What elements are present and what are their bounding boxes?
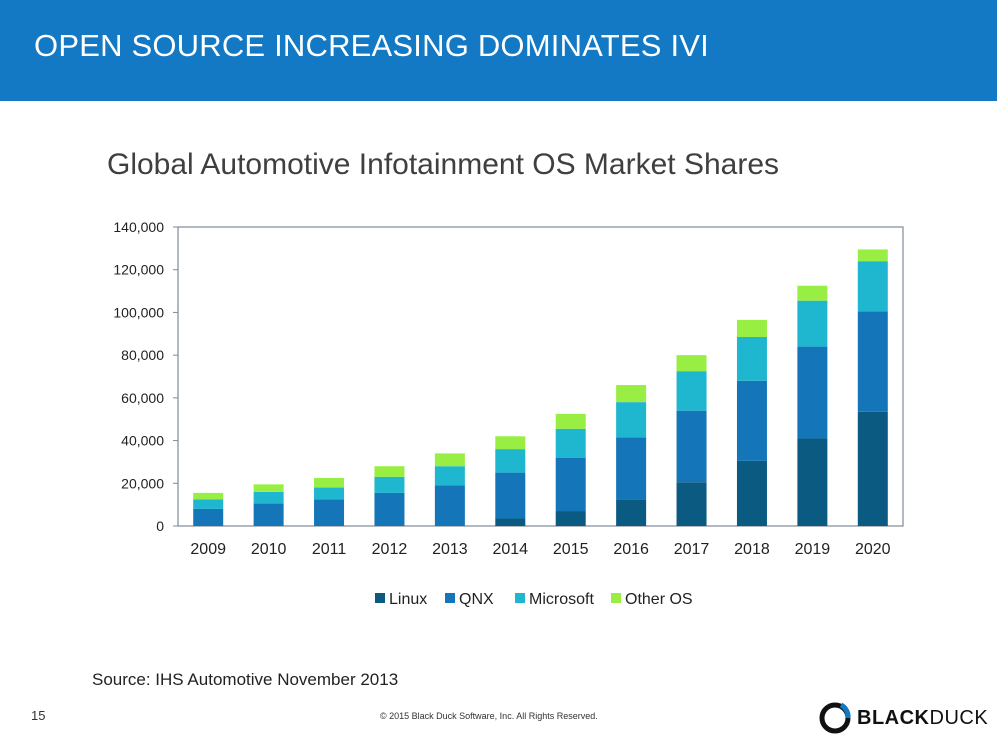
x-tick-label: 2017 [674,541,710,558]
bar-qnx-2012 [374,492,405,526]
bar-other-os-2017 [676,355,707,372]
bar-qnx-2013 [434,485,465,526]
x-tick-label: 2019 [795,541,831,558]
x-tick-label: 2013 [432,541,468,558]
bar-linux-2020 [857,411,888,526]
bar-linux-2019 [797,438,828,526]
x-tick-label: 2012 [372,541,408,558]
bar-qnx-2014 [495,472,526,519]
bar-microsoft-2016 [616,402,647,438]
bar-qnx-2016 [616,437,647,500]
logo-text-bold: BLACK [857,706,930,729]
bar-microsoft-2014 [495,449,526,473]
bar-qnx-2018 [736,380,767,461]
bar-microsoft-2020 [857,261,888,312]
bar-linux-2016 [616,499,647,526]
bar-other-os-2016 [616,385,647,403]
bar-other-os-2019 [797,285,828,301]
bar-qnx-2020 [857,311,888,412]
x-tick-label: 2016 [613,541,649,558]
legend-swatch-qnx [445,593,455,603]
y-tick-label: 80,000 [121,347,164,363]
source-note: Source: IHS Automotive November 2013 [92,670,399,689]
legend-label: Linux [389,591,427,608]
legend-label: QNX [459,591,494,608]
y-tick-label: 40,000 [121,433,164,449]
bar-other-os-2015 [555,413,586,429]
bar-linux-2014 [495,518,526,526]
legend-swatch-other-os [611,593,621,603]
bar-microsoft-2011 [314,487,345,500]
x-tick-label: 2020 [855,541,891,558]
bar-other-os-2010 [253,484,284,492]
y-tick-label: 120,000 [113,262,164,278]
slide-title: OPEN SOURCE INCREASING DOMINATES IVI [34,28,709,63]
bar-microsoft-2017 [676,371,707,411]
bar-other-os-2020 [857,249,888,262]
bar-qnx-2011 [314,499,345,526]
plot-area-frame [177,226,904,527]
bar-other-os-2009 [193,492,224,500]
x-tick-label: 2015 [553,541,589,558]
slide-number: 15 [31,708,46,723]
x-tick-label: 2009 [190,541,226,558]
legend-label: Microsoft [529,591,594,608]
bar-microsoft-2018 [736,336,767,381]
x-tick-label: 2014 [492,541,528,558]
y-tick-label: 100,000 [113,304,164,320]
bar-qnx-2010 [253,503,284,526]
bar-qnx-2015 [555,457,586,512]
legend-swatch-linux [375,593,385,603]
y-tick-label: 0 [156,518,164,534]
bar-microsoft-2013 [434,466,465,486]
bar-linux-2015 [555,511,586,526]
y-tick-label: 20,000 [121,475,164,491]
blackduck-logo: BLACKDUCK [819,702,988,734]
x-tick-label: 2018 [734,541,770,558]
logo-text-light: DUCK [929,706,989,729]
y-tick-label: 60,000 [121,390,164,406]
bar-other-os-2012 [374,466,405,477]
bar-other-os-2018 [736,319,767,337]
copyright-notice: © 2015 Black Duck Software, Inc. All Rig… [380,711,598,721]
bar-qnx-2009 [193,508,224,526]
y-tick-label: 140,000 [113,219,164,235]
header-bar [0,0,997,101]
bar-microsoft-2010 [253,491,284,504]
bar-qnx-2019 [797,346,828,439]
bar-other-os-2014 [495,436,526,450]
chart-title: Global Automotive Infotainment OS Market… [107,148,779,181]
bar-microsoft-2009 [193,499,224,509]
x-tick-label: 2011 [312,541,347,558]
bar-linux-2017 [676,482,707,526]
x-tick-label: 2010 [251,541,287,558]
bar-linux-2018 [736,460,767,526]
bar-microsoft-2015 [555,428,586,458]
bar-other-os-2011 [314,477,345,488]
bar-other-os-2013 [434,453,465,467]
bar-microsoft-2012 [374,476,405,493]
bar-microsoft-2019 [797,300,828,347]
blackduck-logo-icon [819,702,851,734]
legend-label: Other OS [625,591,693,608]
legend-swatch-microsoft [515,593,525,603]
bar-qnx-2017 [676,410,707,483]
